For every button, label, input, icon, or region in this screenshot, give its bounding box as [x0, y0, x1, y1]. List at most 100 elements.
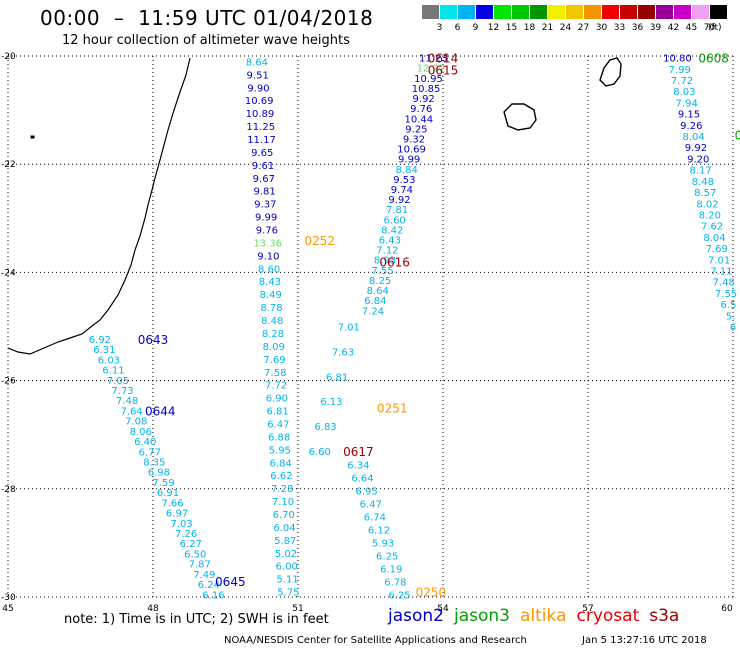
scale-swatch [674, 5, 691, 19]
lat-lon-grid [7, 55, 734, 598]
swh-value: 10.85 [412, 84, 441, 95]
swh-value: 8.42 [381, 225, 403, 236]
swh-value: 10.69 [245, 96, 274, 107]
scale-swatch [458, 5, 475, 19]
scale-label: 3 [436, 23, 443, 33]
swh-value: 7.72 [671, 76, 693, 87]
scale-unit: (ft) [708, 23, 722, 33]
scale-label: 30 [595, 23, 608, 33]
swh-value: 10.44 [405, 114, 434, 125]
scale-swatch [656, 5, 673, 19]
swh-value: 9.76 [256, 226, 278, 237]
swh-value: 7.01 [708, 255, 730, 266]
swh-value: 8.60 [258, 264, 280, 275]
scale-swatch [566, 5, 583, 19]
swh-value: 7.12 [376, 246, 398, 257]
swh-value: 6.60 [309, 447, 331, 458]
swh-value: 7.55 [371, 266, 393, 277]
swh-value: 5.87 [274, 536, 296, 547]
track-pass-label: 0250 [416, 586, 447, 600]
swh-value: 6.64 [351, 473, 373, 484]
swh-value: 9.37 [254, 200, 276, 211]
swh-value: 9.92 [685, 143, 707, 154]
swh-value: 5.75 [277, 588, 299, 599]
swh-value: 8.28 [262, 329, 284, 340]
track-pass-label: 0608 [698, 52, 729, 66]
swh-value: 8.35 [143, 458, 165, 469]
footnote: note: 1) Time is in UTC; 2) SWH is in fe… [64, 612, 329, 627]
swh-value: 8.57 [694, 188, 716, 199]
swh-value: 8.48 [692, 177, 714, 188]
swh-value: 7.48 [713, 278, 735, 289]
swh-value: 8.06 [130, 427, 152, 438]
swh-value: 6.74 [364, 512, 386, 523]
swh-value: 6.24 [198, 580, 220, 591]
scale-swatch [710, 5, 727, 19]
swh-value: 6.81 [326, 372, 348, 383]
swh-value: 7.55 [715, 289, 737, 300]
swh-value: 8.03 [673, 87, 695, 98]
swh-value: 6.92 [89, 335, 111, 346]
madagascar-coast [7, 57, 191, 355]
track-pass-label: 0644 [145, 404, 176, 418]
satellite-legend: jason2 jason3 altika cryosat s3a [388, 606, 689, 626]
swh-value: 9.32 [403, 134, 425, 145]
swh-value: 8.17 [689, 166, 711, 177]
swh-value: 7.11 [710, 266, 732, 277]
swh-value: 10.95 [414, 74, 443, 85]
swh-value: 7.08 [125, 417, 147, 428]
swh-value: 8.64 [367, 286, 389, 297]
swh-value: 9.65 [251, 148, 273, 159]
lon-tick-label: 54 [437, 604, 449, 614]
swh-value: 11.25 [246, 122, 275, 133]
swh-value: 7.05 [107, 376, 129, 387]
swh-value: 6.31 [93, 345, 115, 356]
legend-item-jason2: jason2 [388, 606, 444, 626]
swh-value: 6.88 [268, 432, 290, 443]
generated-timestamp: Jan 5 13:27:16 UTC 2018 [582, 635, 707, 646]
swh-value: 7.03 [170, 519, 192, 530]
swh-value: 11.23 [419, 54, 448, 65]
scale-swatch [638, 5, 655, 19]
swh-value: 7.48 [116, 396, 138, 407]
swh-value: 12.22 [417, 64, 446, 75]
swh-value: 6.25 [388, 590, 410, 601]
scale-label: 18 [523, 23, 536, 33]
swh-value: 9.81 [253, 187, 275, 198]
swh-value: 6.84 [270, 458, 292, 469]
scale-label: 42 [667, 23, 680, 33]
lat-tick-label: -20 [1, 52, 16, 62]
swh-value: 8.48 [261, 316, 283, 327]
track-pass-label: 0252 [304, 234, 335, 248]
swh-value: 7.62 [701, 222, 723, 233]
swh-value: 6.84 [364, 296, 386, 307]
swh-value: 9.76 [410, 104, 432, 115]
swh-value: 8.20 [699, 210, 721, 221]
swh-value: 8.93 [374, 256, 396, 267]
scale-swatch [494, 5, 511, 19]
swh-value: 8.25 [369, 276, 391, 287]
swh-value: 7.24 [362, 306, 384, 317]
swh-value: 9.99 [255, 213, 277, 224]
credit-line: NOAA/NESDIS Center for Satellite Applica… [224, 635, 527, 646]
swh-value: 7.01 [338, 323, 360, 334]
swh-value: 6.95 [356, 486, 378, 497]
swh-value: 9.15 [678, 110, 700, 121]
swh-value: 7.28 [271, 484, 293, 495]
lon-tick-label: 51 [292, 604, 303, 614]
scale-label: 21 [541, 23, 554, 33]
swh-value: 6.83 [314, 422, 336, 433]
swh-value: 9.99 [398, 155, 420, 166]
swh-value: 6.70 [273, 510, 295, 521]
track-pass-label: 0617 [343, 445, 374, 459]
swh-value: 6.40 [134, 437, 156, 448]
scale-swatch [440, 5, 457, 19]
scale-label: 70 [703, 23, 716, 33]
swh-value: 6.12 [368, 525, 390, 536]
swh-value: 8.78 [260, 303, 282, 314]
swh-value: 7.63 [332, 347, 354, 358]
swh-value: 10.89 [246, 109, 275, 120]
legend-item-jason3: jason3 [454, 606, 510, 626]
swh-value: 6.91 [157, 488, 179, 499]
track-pass-label: 0609 [735, 128, 740, 142]
